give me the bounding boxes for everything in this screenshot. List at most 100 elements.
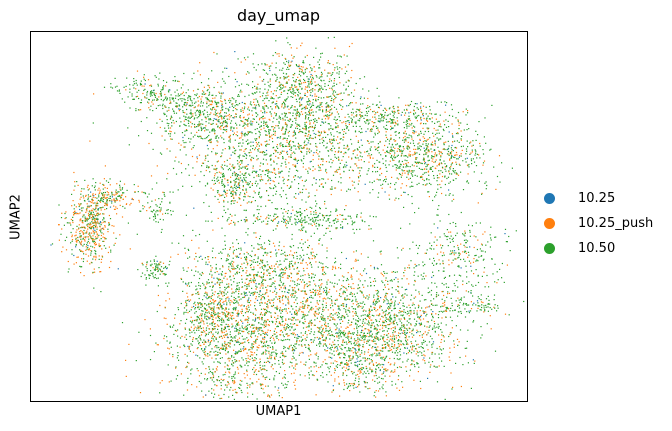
scatter-point (208, 118, 210, 120)
scatter-point (200, 114, 202, 116)
scatter-point (242, 166, 244, 168)
scatter-point (99, 189, 101, 191)
scatter-point (220, 97, 222, 99)
scatter-point (93, 247, 96, 249)
scatter-point (289, 218, 291, 220)
scatter-point (350, 111, 353, 114)
scatter-point (221, 173, 223, 175)
scatter-point (413, 145, 416, 147)
scatter-point (304, 71, 306, 73)
scatter-point (76, 225, 78, 227)
scatter-point (434, 133, 437, 136)
scatter-point (229, 134, 231, 136)
scatter-point (80, 238, 82, 240)
scatter-point (169, 133, 172, 135)
scatter-point (319, 167, 321, 169)
scatter-point (364, 151, 366, 153)
scatter-point (220, 115, 222, 117)
scatter-point (108, 224, 110, 226)
scatter-point (160, 92, 162, 94)
scatter-point (82, 216, 84, 218)
scatter-point (90, 236, 92, 238)
scatter-point (450, 164, 452, 166)
scatter-point (156, 98, 158, 100)
scatter-point (244, 118, 246, 121)
scatter-point (99, 229, 101, 231)
scatter-point (430, 144, 432, 146)
scatter-point (187, 89, 189, 91)
scatter-point (247, 164, 249, 166)
scatter-point (305, 125, 307, 127)
scatter-point (72, 200, 74, 202)
scatter-point (89, 235, 91, 237)
scatter-point (103, 217, 105, 219)
scatter-point (273, 270, 275, 272)
scatter-point (476, 157, 478, 159)
scatter-point (197, 100, 199, 102)
scatter-point (269, 215, 271, 217)
scatter-point (288, 65, 290, 67)
scatter-point (274, 268, 276, 270)
scatter-point (375, 112, 377, 114)
scatter-point (158, 78, 160, 80)
scatter-point (366, 120, 368, 122)
scatter-point (253, 215, 255, 217)
scatter-point (258, 136, 260, 138)
scatter-point (486, 184, 488, 187)
scatter-point (80, 193, 82, 195)
scatter-point (323, 145, 325, 147)
scatter-point (352, 108, 354, 110)
scatter-point (326, 142, 328, 144)
scatter-point (249, 273, 251, 275)
scatter-point (312, 119, 315, 121)
scatter-point (256, 145, 258, 147)
scatter-point (257, 219, 259, 221)
scatter-point (190, 99, 192, 101)
scatter-point (120, 196, 122, 198)
scatter-point (306, 285, 308, 288)
scatter-point (240, 160, 242, 162)
scatter-point (307, 101, 309, 103)
scatter-point (247, 56, 249, 58)
scatter-point (306, 76, 308, 78)
scatter-point (200, 82, 203, 84)
scatter-point (234, 191, 236, 193)
scatter-point (331, 188, 333, 190)
scatter-point (464, 158, 467, 160)
scatter-point (378, 152, 380, 154)
scatter-point (325, 108, 327, 111)
scatter-point (233, 267, 235, 269)
scatter-point (113, 199, 115, 201)
scatter-point (332, 265, 334, 267)
scatter-point (314, 89, 316, 91)
scatter-point (138, 201, 140, 203)
scatter-point (238, 165, 240, 167)
scatter-point (452, 150, 454, 152)
scatter-point (140, 102, 142, 104)
scatter-point (268, 100, 270, 102)
scatter-point (300, 71, 303, 73)
scatter-point (169, 99, 171, 101)
scatter-point (247, 84, 250, 86)
scatter-point (264, 151, 266, 154)
scatter-point (273, 161, 275, 163)
scatter-point (406, 127, 408, 129)
scatter-point (92, 226, 94, 229)
scatter-point (291, 54, 293, 56)
scatter-point (319, 134, 321, 136)
scatter-point (303, 185, 305, 187)
scatter-point (108, 214, 110, 217)
scatter-point (409, 177, 411, 179)
scatter-point (81, 240, 83, 242)
scatter-point (423, 161, 426, 163)
scatter-point (251, 250, 253, 252)
scatter-point (282, 72, 285, 74)
scatter-point (319, 109, 321, 111)
scatter-point (160, 98, 162, 101)
scatter-point (355, 111, 357, 113)
scatter-point (100, 229, 102, 231)
scatter-point (309, 258, 311, 260)
scatter-point (204, 116, 206, 118)
scatter-point (295, 165, 297, 167)
scatter-point (289, 262, 291, 265)
